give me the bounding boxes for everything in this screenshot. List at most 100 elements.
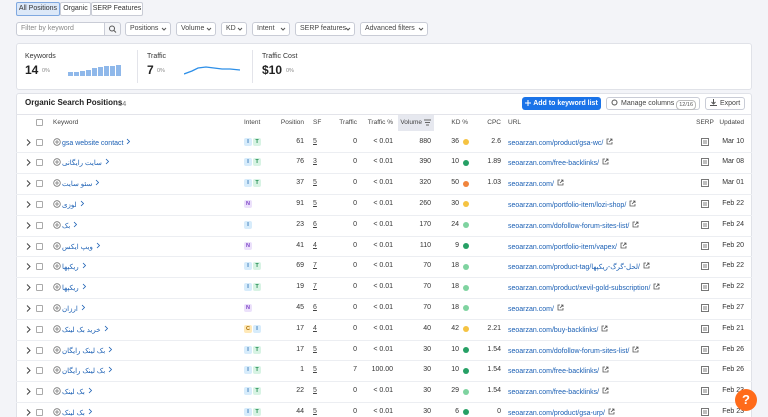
expand-toggle[interactable] xyxy=(26,138,32,149)
add-keyword-icon[interactable] xyxy=(53,200,61,210)
keyword-link[interactable]: ریکپها xyxy=(62,283,90,292)
serp-features-count[interactable]: 6 xyxy=(313,220,317,228)
url-link[interactable]: seoarzan.com/product/gsa-wc/ xyxy=(508,138,613,147)
url-link[interactable]: seoarzan.com/free-backlinks/ xyxy=(508,366,609,375)
expand-toggle[interactable] xyxy=(26,242,32,253)
url-link[interactable]: seoarzan.com/portfolio-item/lozi-shop/ xyxy=(508,200,636,209)
add-keyword-icon[interactable] xyxy=(53,283,61,293)
checkbox[interactable] xyxy=(36,138,43,146)
keyword-link[interactable]: خرید بک لینک xyxy=(62,325,112,334)
column-header[interactable]: Traffic xyxy=(339,119,357,126)
tab[interactable]: All Positions xyxy=(16,2,60,16)
url-link[interactable]: seoarzan.com/product-tag/لحل-گرگ-ریکپها/ xyxy=(508,262,650,271)
url-link[interactable]: seoarzan.com/ xyxy=(508,179,564,188)
keyword-link[interactable]: سئو سایت xyxy=(62,179,103,188)
keyword-link[interactable]: بک xyxy=(62,221,81,230)
serp-features-count[interactable]: 6 xyxy=(313,303,317,311)
serp-icon[interactable] xyxy=(701,387,709,397)
column-header[interactable]: Position xyxy=(280,119,304,126)
keyword-link[interactable]: بک لینک xyxy=(62,387,96,396)
url-link[interactable]: seoarzan.com/portfolio-item/vapex/ xyxy=(508,242,627,251)
serp-icon[interactable] xyxy=(701,324,709,335)
column-header[interactable]: Intent xyxy=(244,119,261,126)
keyword-link[interactable]: ریکپها xyxy=(62,262,90,271)
serp-features-count[interactable]: 5 xyxy=(313,407,317,415)
serp-icon[interactable] xyxy=(701,345,709,356)
expand-toggle[interactable] xyxy=(26,283,32,294)
serp-icon[interactable] xyxy=(701,199,709,210)
tab[interactable]: SERP Features xyxy=(91,2,143,16)
serp-icon[interactable] xyxy=(701,179,709,189)
expand-toggle[interactable] xyxy=(26,200,32,211)
expand-toggle[interactable] xyxy=(26,158,32,169)
add-keyword-icon[interactable] xyxy=(53,137,61,148)
checkbox[interactable] xyxy=(36,325,43,333)
add-keyword-icon[interactable] xyxy=(53,241,61,252)
serp-icon[interactable] xyxy=(701,407,709,417)
keyword-link[interactable]: بک لینک رایگان xyxy=(62,366,116,375)
filter-dropdown[interactable]: Advanced filters xyxy=(360,22,428,36)
keyword-link[interactable]: بک لینک رایگان xyxy=(62,346,116,355)
add-to-list-button[interactable]: Add to keyword list xyxy=(522,97,601,110)
keyword-link[interactable]: بک لینک xyxy=(62,408,96,417)
expand-toggle[interactable] xyxy=(26,304,32,315)
expand-toggle[interactable] xyxy=(26,408,32,417)
expand-toggle[interactable] xyxy=(26,179,32,190)
url-link[interactable]: seoarzan.com/buy-backlinks/ xyxy=(508,325,608,334)
serp-icon[interactable] xyxy=(701,283,709,293)
add-keyword-icon[interactable] xyxy=(53,220,61,231)
checkbox[interactable] xyxy=(36,180,43,188)
column-header[interactable]: Keyword xyxy=(53,119,79,126)
url-link[interactable]: seoarzan.com/product/gsa-urp/ xyxy=(508,408,615,417)
serp-features-count[interactable]: 5 xyxy=(313,179,317,187)
checkbox[interactable] xyxy=(36,200,43,208)
checkbox[interactable] xyxy=(36,221,43,229)
help-button[interactable]: ? xyxy=(735,389,757,411)
filter-dropdown[interactable]: Volume xyxy=(176,22,216,36)
checkbox[interactable] xyxy=(36,242,43,250)
filter-dropdown[interactable]: KD xyxy=(221,22,247,36)
add-keyword-icon[interactable] xyxy=(53,262,61,272)
serp-icon[interactable] xyxy=(701,158,709,168)
export-button[interactable]: Export xyxy=(705,97,745,110)
serp-features-count[interactable]: 3 xyxy=(313,158,317,166)
serp-icon[interactable] xyxy=(701,241,709,252)
keyword-link[interactable]: ویپ ایکس xyxy=(62,242,104,251)
url-link[interactable]: seoarzan.com/ xyxy=(508,304,564,313)
column-header[interactable]: CPC xyxy=(487,119,501,126)
column-header[interactable]: URL xyxy=(508,119,522,126)
url-link[interactable]: seoarzan.com/free-backlinks/ xyxy=(508,158,609,167)
checkbox[interactable] xyxy=(36,367,43,375)
checkbox[interactable] xyxy=(36,346,43,354)
add-keyword-icon[interactable] xyxy=(53,408,61,417)
checkbox[interactable] xyxy=(36,284,43,292)
serp-icon[interactable] xyxy=(701,137,709,148)
serp-features-count[interactable]: 5 xyxy=(313,137,317,145)
serp-features-count[interactable]: 5 xyxy=(313,199,317,207)
serp-icon[interactable] xyxy=(701,366,709,376)
keyword-link[interactable]: gsa website contact xyxy=(62,138,134,147)
column-header[interactable]: SF xyxy=(313,119,322,126)
serp-icon[interactable] xyxy=(701,220,709,231)
checkbox[interactable] xyxy=(36,263,43,271)
add-keyword-icon[interactable] xyxy=(53,179,61,189)
url-link[interactable]: seoarzan.com/product/xevil-gold-subscrip… xyxy=(508,283,660,292)
serp-features-count[interactable]: 7 xyxy=(313,283,317,291)
column-header[interactable]: Updated xyxy=(719,119,744,126)
column-header[interactable]: SERP xyxy=(696,119,714,126)
url-link[interactable]: seoarzan.com/free-backlinks/ xyxy=(508,387,609,396)
keyword-link[interactable]: لوزی xyxy=(62,200,88,209)
expand-toggle[interactable] xyxy=(26,366,32,377)
url-link[interactable]: seoarzan.com/dofollow-forum-sites-list/ xyxy=(508,221,639,230)
keyword-link[interactable]: سایت رایگانی xyxy=(62,158,113,167)
serp-features-count[interactable]: 5 xyxy=(313,345,317,353)
expand-toggle[interactable] xyxy=(26,325,32,336)
serp-features-count[interactable]: 4 xyxy=(313,324,317,332)
filter-dropdown[interactable]: SERP features xyxy=(295,22,355,36)
add-keyword-icon[interactable] xyxy=(53,304,61,314)
tab[interactable]: Organic xyxy=(60,2,91,16)
serp-icon[interactable] xyxy=(701,262,709,272)
keyword-link[interactable]: ارزان xyxy=(62,304,89,313)
add-keyword-icon[interactable] xyxy=(53,387,61,397)
column-header[interactable]: Volume xyxy=(400,119,422,126)
